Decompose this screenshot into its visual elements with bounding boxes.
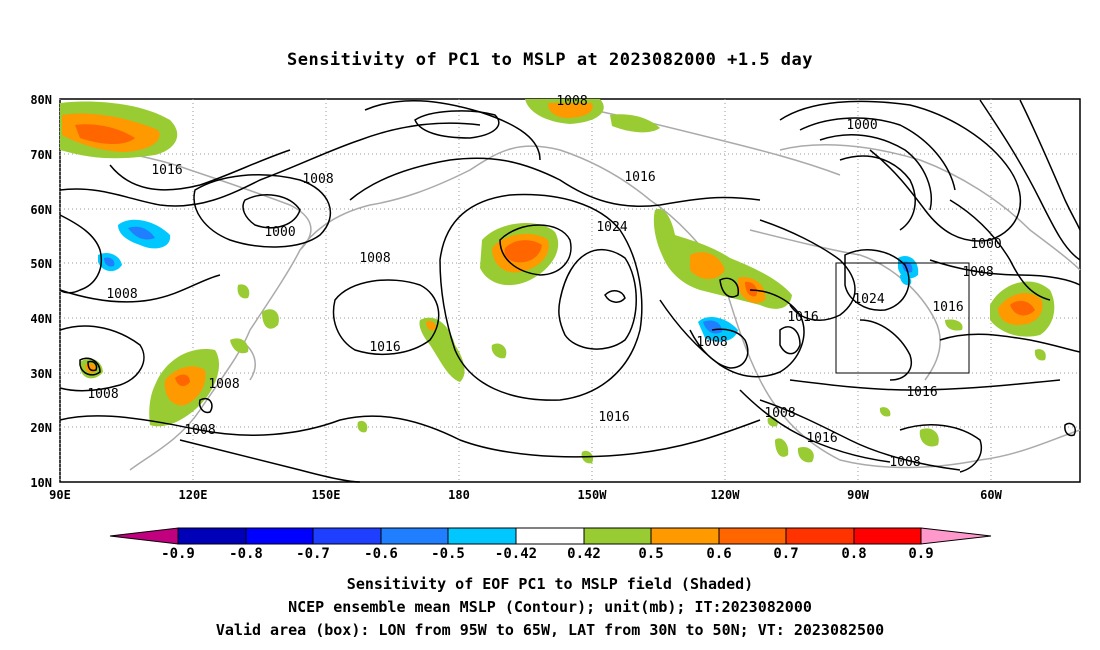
caption-contour: NCEP ensemble mean MSLP (Contour); unit(… <box>288 598 812 616</box>
colorbar-label: 0.9 <box>908 546 933 562</box>
contour-label: 1008 <box>889 455 920 470</box>
colorbar-label: 0.7 <box>773 546 798 562</box>
lon-label: 150W <box>578 488 608 502</box>
contour-label: 1008 <box>764 406 795 421</box>
colorbar-segment <box>853 527 922 545</box>
mslp-contours <box>59 99 1081 483</box>
caption-valid-area: Valid area (box): LON from 95W to 65W, L… <box>215 621 885 639</box>
lat-label: 20N <box>30 421 52 435</box>
contour-label: 1016 <box>151 163 182 178</box>
lat-label: 40N <box>30 312 52 326</box>
latitude-labels: 80N 70N 60N 50N 40N 30N 20N 10N <box>30 93 52 490</box>
contour-label: 1008 <box>556 94 587 109</box>
contour-label: 1024 <box>853 292 884 307</box>
contour-label: 1000 <box>264 225 295 240</box>
longitude-labels: 90E 120E 150E 180 150W 120W 90W 60W <box>49 488 1002 502</box>
sensitivity-shading <box>60 99 1055 464</box>
lat-label: 50N <box>30 257 52 271</box>
colorbar-label: 0.8 <box>841 546 866 562</box>
contour-label: 1024 <box>596 220 627 235</box>
contour-label: 1016 <box>598 410 629 425</box>
lat-label: 80N <box>30 93 52 107</box>
lon-label: 180 <box>448 488 470 502</box>
contour-label: 1016 <box>787 310 818 325</box>
colorbar-label: -0.7 <box>296 546 330 562</box>
colorbar-label: 0.6 <box>706 546 731 562</box>
lon-label: 120W <box>711 488 741 502</box>
colorbar-segment <box>650 527 720 545</box>
contour-label: 1016 <box>906 385 937 400</box>
lon-label: 150E <box>312 488 341 502</box>
caption-shading: Sensitivity of EOF PC1 to MSLP field (Sh… <box>346 575 754 593</box>
colorbar-segment <box>583 527 652 545</box>
colorbar-label: -0.8 <box>229 546 263 562</box>
colorbar-segment <box>312 527 382 545</box>
contour-label: 1008 <box>87 387 118 402</box>
colorbar-labels: -0.9 -0.8 -0.7 -0.6 -0.5 -0.42 0.42 0.5 … <box>161 546 934 562</box>
colorbar-segment <box>245 527 314 545</box>
colorbar-label: -0.9 <box>161 546 195 562</box>
lon-label: 60W <box>980 488 1002 502</box>
colorbar-segment <box>785 527 855 545</box>
lon-label: 90W <box>847 488 869 502</box>
contour-label: 1008 <box>208 377 239 392</box>
contour-label: 1008 <box>359 251 390 266</box>
lat-label: 30N <box>30 367 52 381</box>
lon-label: 90E <box>49 488 71 502</box>
colorbar-label: -0.6 <box>364 546 398 562</box>
colorbar <box>109 527 992 545</box>
contour-label: 1008 <box>696 335 727 350</box>
colorbar-segment <box>515 527 585 545</box>
contour-label: 1000 <box>970 237 1001 252</box>
map-frame <box>59 98 1081 483</box>
lat-label: 60N <box>30 203 52 217</box>
contour-label: 1000 <box>846 118 877 133</box>
colorbar-segment <box>109 527 179 545</box>
colorbar-label: 0.5 <box>638 546 663 562</box>
chart-title: Sensitivity of PC1 to MSLP at 2023082000… <box>286 50 813 70</box>
contour-label: 1008 <box>302 172 333 187</box>
lon-label: 120E <box>179 488 208 502</box>
colorbar-label: -0.5 <box>431 546 465 562</box>
contour-labels: 1016 1008 1000 1008 1008 1016 1008 1008 … <box>87 94 1001 470</box>
colorbar-segment <box>380 527 449 545</box>
colorbar-segment <box>177 527 247 545</box>
contour-label: 1016 <box>932 300 963 315</box>
colorbar-segment <box>447 527 517 545</box>
contour-label: 1016 <box>806 431 837 446</box>
lat-label: 10N <box>30 476 52 490</box>
contour-label: 1016 <box>624 170 655 185</box>
valid-area-box <box>835 262 970 374</box>
colorbar-segment <box>718 527 787 545</box>
lat-label: 70N <box>30 148 52 162</box>
contour-label: 1008 <box>184 423 215 438</box>
contour-label: 1008 <box>106 287 137 302</box>
colorbar-segment <box>920 527 992 545</box>
contour-label: 1016 <box>369 340 400 355</box>
colorbar-label: -0.42 <box>495 546 537 562</box>
contour-label: 1008 <box>962 265 993 280</box>
colorbar-label: 0.42 <box>567 546 601 562</box>
